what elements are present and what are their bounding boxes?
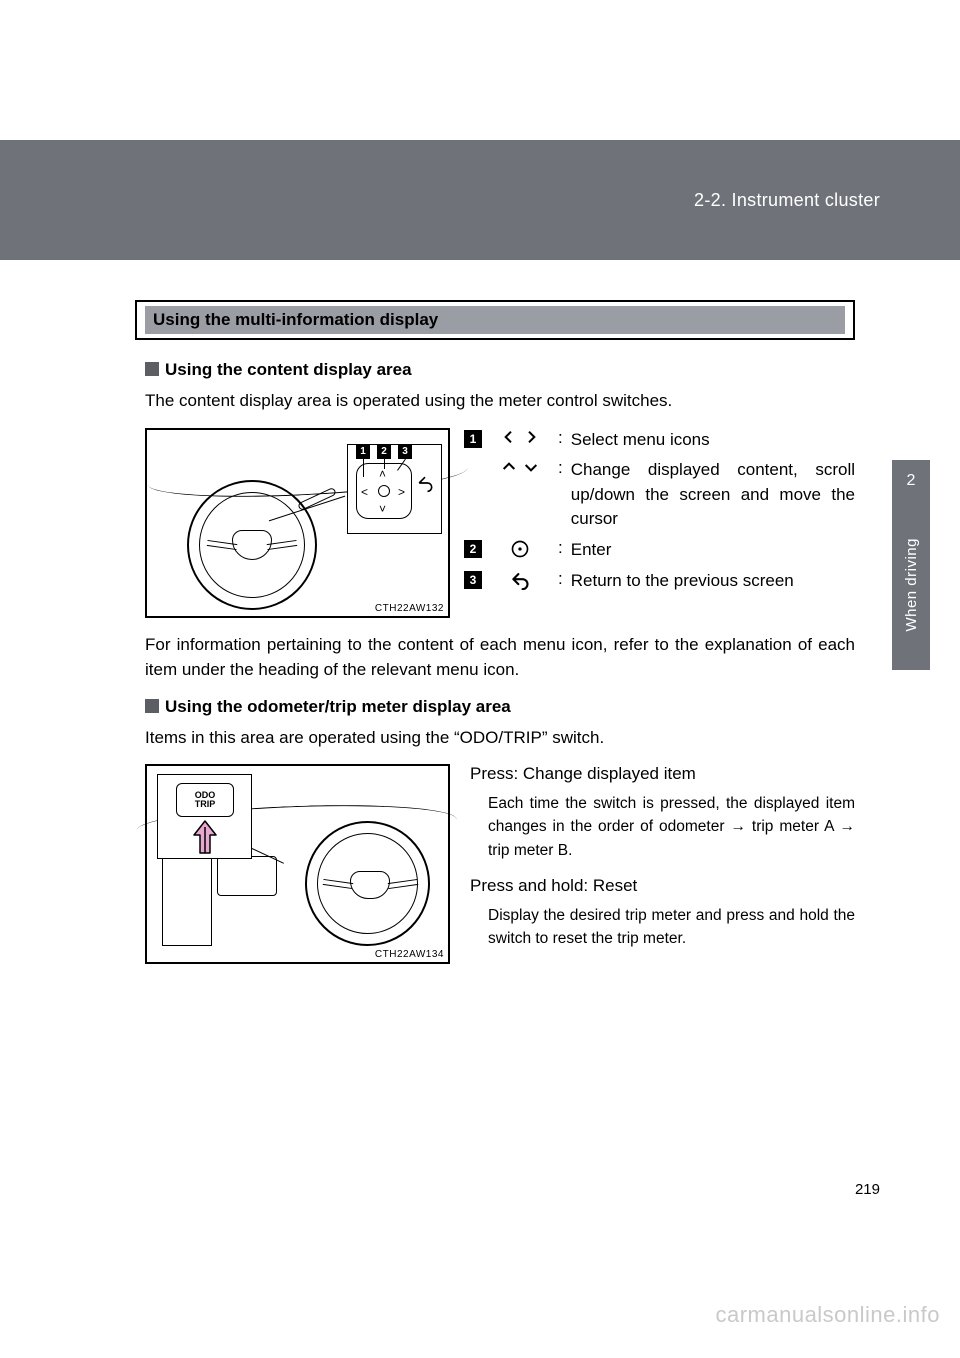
press-detail: Each time the switch is pressed, the dis… [488, 792, 855, 862]
sub1-intro: The content display area is operated usi… [145, 388, 855, 414]
section-title: Using the multi-information display [145, 306, 845, 334]
square-bullet-icon [145, 362, 159, 376]
legend-marker-3: 3 [464, 571, 482, 589]
left-right-chevron-icon [490, 429, 550, 445]
figure-1: 1 2 3 ˄˅˂˃ CTH22AW132 [145, 428, 450, 618]
legend-2-text: Enter [571, 538, 855, 563]
sub2-intro: Items in this area are operated using th… [145, 725, 855, 751]
watermark: carmanualsonline.info [715, 1302, 940, 1328]
section-title-bar: Using the multi-information display [135, 300, 855, 340]
side-tab-label: When driving [892, 510, 930, 660]
up-down-chevron-icon [490, 459, 550, 475]
page-content: Using the multi-information display Usin… [135, 300, 855, 964]
callout-marker-2: 2 [377, 445, 391, 459]
legend-marker-1: 1 [464, 430, 482, 448]
sub2-heading: Using the odometer/trip meter display ar… [145, 697, 855, 717]
square-bullet-icon [145, 699, 159, 713]
press-heading: Press: Change displayed item [470, 764, 855, 784]
sub2-row: ODO TRIP CTH22AW134 Press: Change displa… [145, 764, 855, 964]
page-number: 219 [855, 1181, 880, 1198]
enter-button-icon [490, 539, 550, 559]
figure-2: ODO TRIP CTH22AW134 [145, 764, 450, 964]
sub1-after: For information pertaining to the conten… [145, 632, 855, 683]
figure-2-code: CTH22AW134 [375, 949, 444, 960]
sub2-right: Press: Change displayed item Each time t… [470, 764, 855, 964]
subsection-1: Using the content display area The conte… [145, 360, 855, 683]
callout-marker-1: 1 [356, 445, 370, 459]
legend-1a-text: Select menu icons [571, 428, 855, 453]
odo-trip-button-icon: ODO TRIP [176, 783, 234, 817]
manual-page: 2-2. Instrument cluster 2 When driving U… [0, 0, 960, 1358]
back-icon [415, 473, 435, 493]
callout-marker-3: 3 [398, 445, 412, 459]
chapter-title: 2-2. Instrument cluster [694, 190, 880, 211]
hold-detail: Display the desired trip meter and press… [488, 904, 855, 951]
sub1-heading: Using the content display area [145, 360, 855, 380]
sub1-row: 1 2 3 ˄˅˂˃ CTH22AW132 1 [145, 428, 855, 618]
legend-1b-text: Change displayed content, scroll up/down… [571, 458, 855, 532]
control-pad-callout: 1 2 3 ˄˅˂˃ [347, 444, 442, 534]
return-icon [490, 570, 550, 590]
figure-1-legend: 1 : Select menu icons 1 [464, 428, 855, 618]
figure-1-code: CTH22AW132 [375, 603, 444, 614]
press-arrow-icon [188, 819, 222, 860]
subsection-2: Using the odometer/trip meter display ar… [145, 697, 855, 965]
legend-marker-2: 2 [464, 540, 482, 558]
side-tab-number: 2 [892, 472, 930, 490]
odo-trip-callout: ODO TRIP [157, 774, 252, 859]
side-tab: 2 When driving [892, 460, 930, 670]
hold-heading: Press and hold: Reset [470, 876, 855, 896]
legend-3-text: Return to the previous screen [571, 569, 855, 594]
